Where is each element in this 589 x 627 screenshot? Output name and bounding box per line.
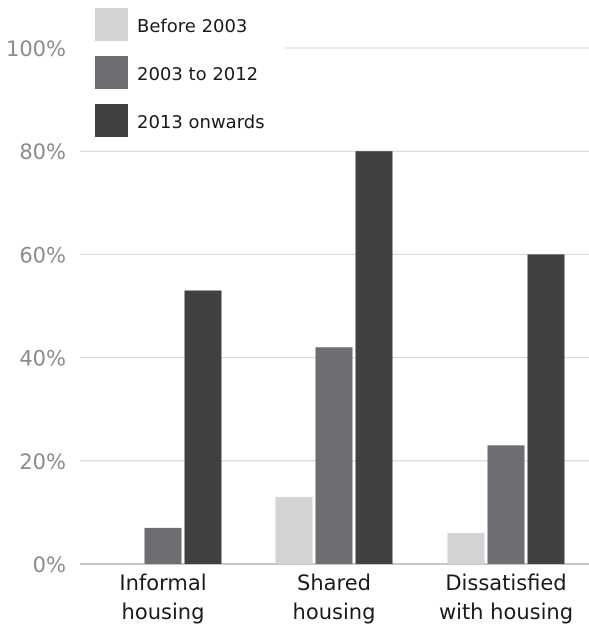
bar <box>144 527 182 564</box>
y-tick-label: 100% <box>6 37 66 61</box>
y-tick-label: 40% <box>19 347 66 371</box>
legend-label: 2003 to 2012 <box>137 64 258 85</box>
x-category-label: housing <box>293 600 376 624</box>
y-tick-label: 80% <box>19 140 66 164</box>
legend-label: Before 2003 <box>137 16 247 37</box>
legend-swatch <box>95 104 128 137</box>
legend-label: 2013 onwards <box>137 112 265 133</box>
bar <box>355 151 393 564</box>
y-tick-label: 60% <box>19 243 66 267</box>
x-axis-categories: Informal housing Shared housing Dissatisfied… <box>119 571 573 624</box>
y-axis-ticks: 0% 20% 40% 60% 80% 100% <box>6 37 66 577</box>
bar <box>487 445 525 564</box>
legend-swatch <box>95 56 128 89</box>
x-category-label: Dissatisfied <box>445 571 566 595</box>
legend: Before 2003 2003 to 2012 2013 onwards <box>95 8 265 137</box>
y-tick-label: 0% <box>33 553 66 577</box>
x-category-label: Informal <box>119 571 206 595</box>
bar <box>184 290 222 564</box>
bar <box>527 254 565 564</box>
x-category-label: with housing <box>439 600 573 624</box>
bar <box>315 347 353 564</box>
legend-swatch <box>95 8 128 41</box>
bar-layer <box>144 151 565 564</box>
y-tick-label: 20% <box>19 450 66 474</box>
x-category-label: housing <box>122 600 205 624</box>
bar <box>447 533 485 564</box>
bar <box>275 496 313 564</box>
x-category-label: Shared <box>297 571 371 595</box>
